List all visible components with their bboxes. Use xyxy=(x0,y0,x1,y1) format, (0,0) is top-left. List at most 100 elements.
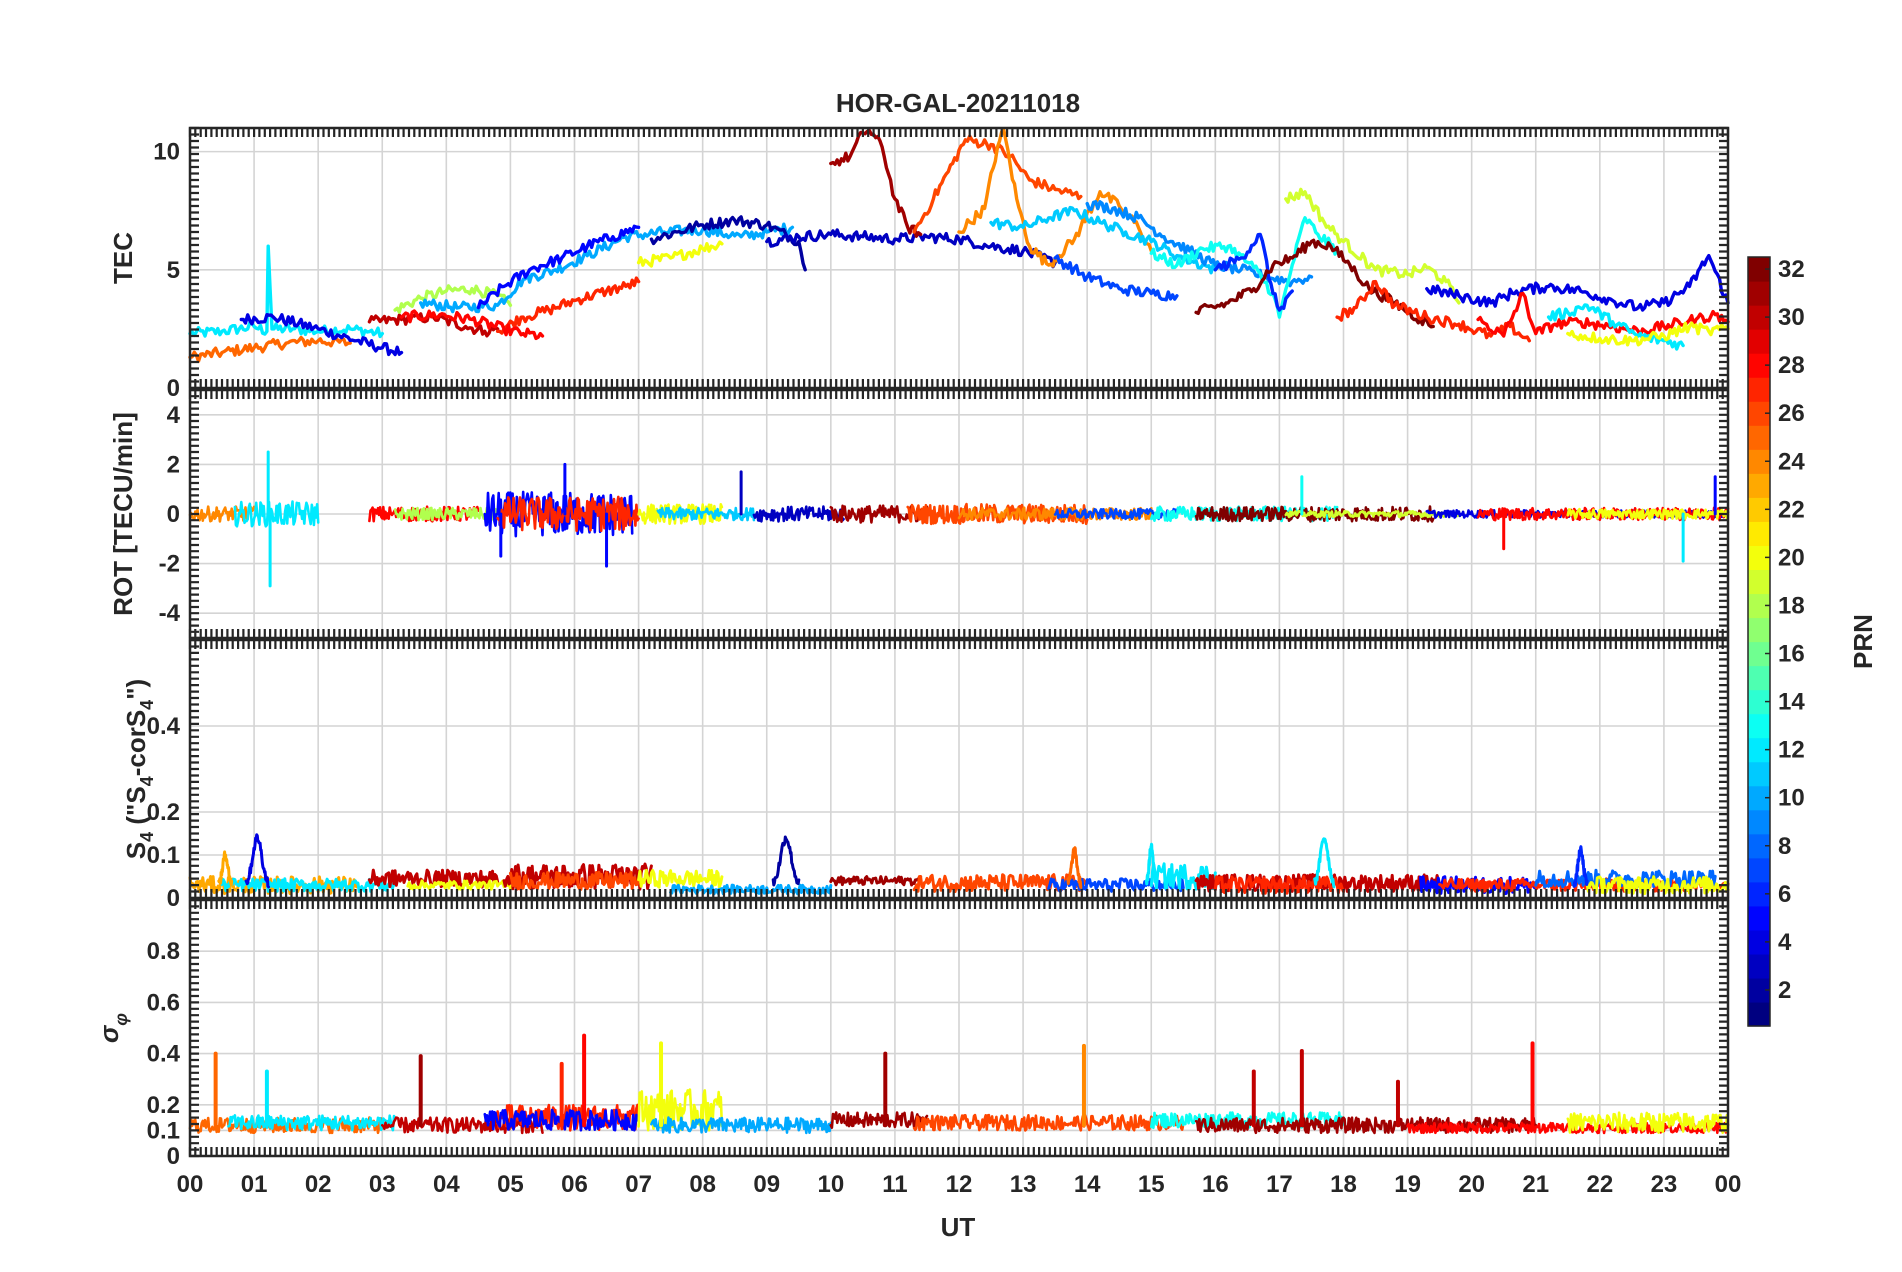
colorbar-swatch xyxy=(1748,665,1770,691)
colorbar-tick-label: 2 xyxy=(1778,977,1791,1004)
colorbar-swatch xyxy=(1748,809,1770,835)
s4-trace-prn-26 xyxy=(508,870,641,891)
rot-trace-prn-3 xyxy=(752,505,845,523)
colorbar-tick-label: 10 xyxy=(1778,785,1805,812)
series-line-prn-20 xyxy=(636,240,724,268)
s4-trace-prn-31 xyxy=(829,875,923,887)
y-label-part: φ xyxy=(111,1013,131,1026)
s4-peak-prn-23 xyxy=(217,850,234,887)
colorbar-swatch xyxy=(1748,521,1770,546)
x-tick-label: 12 xyxy=(946,1171,973,1198)
series-line-prn-2 xyxy=(649,215,807,272)
x-tick-label: 13 xyxy=(1010,1171,1037,1198)
colorbar-tick-label: 22 xyxy=(1778,496,1805,523)
series-line-prn-31 xyxy=(829,128,923,238)
x-tick-label: 08 xyxy=(689,1171,716,1198)
colorbar-swatch xyxy=(1748,305,1770,330)
colorbar-label: PRN xyxy=(1848,614,1878,669)
series-line-prn-27 xyxy=(495,276,641,335)
y-tick-label: 0.2 xyxy=(147,1092,180,1119)
sigma-trace-prn-26 xyxy=(912,1113,1185,1132)
s4-peak-prn-2 xyxy=(771,835,801,887)
x-tick-label: 00 xyxy=(177,1171,204,1198)
y-label-part: 4 xyxy=(137,776,157,786)
colorbar-tick-label: 24 xyxy=(1778,448,1805,475)
colorbar-tick-label: 14 xyxy=(1778,689,1805,716)
series-line-prn-3 xyxy=(765,228,1057,269)
colorbar-frame xyxy=(1747,256,1771,1027)
s4-peak-prn-12 xyxy=(1313,837,1336,889)
y-tick-label: 0.6 xyxy=(147,989,180,1016)
y-axis-label-tec: TEC xyxy=(108,232,138,284)
colorbar-swatch xyxy=(1748,473,1770,498)
x-tick-label: 21 xyxy=(1522,1171,1549,1198)
grid-s4 xyxy=(189,640,1729,899)
colorbar-swatch xyxy=(1748,401,1770,426)
y-tick-label: 0.1 xyxy=(147,1117,180,1144)
colorbar-tick-label: 8 xyxy=(1778,833,1791,860)
x-tick-label: 05 xyxy=(497,1171,524,1198)
colorbar-swatch xyxy=(1748,449,1770,474)
y-tick-label: 10 xyxy=(153,139,180,166)
series-line-prn-9 xyxy=(1085,200,1314,288)
series-line-prn-4 xyxy=(239,313,404,357)
y-label-part: σ xyxy=(94,1024,124,1043)
x-tick-label: 00 xyxy=(1715,1171,1742,1198)
x-tick-label: 03 xyxy=(369,1171,396,1198)
series-sigma xyxy=(188,1033,1730,1135)
rot-trace-prn-12 xyxy=(233,500,320,528)
y-tick-label: 0 xyxy=(167,375,180,402)
y-tick-label: 5 xyxy=(167,257,180,284)
colorbar-tick-label: 28 xyxy=(1778,352,1805,379)
x-axis: 00 01 02 03 04 05 06 07 08 09 10 11 12 13 14 15 16 17 18 19… xyxy=(177,1171,1742,1198)
colorbar-swatch xyxy=(1748,425,1770,450)
y-tick-label: 0.1 xyxy=(147,842,180,869)
x-tick-label: 14 xyxy=(1074,1171,1101,1198)
colorbar-swatch xyxy=(1748,353,1770,378)
sigma-trace-prn-12 xyxy=(227,1114,397,1132)
colorbar-swatch xyxy=(1748,377,1770,402)
x-tick-label: 01 xyxy=(241,1171,268,1198)
colorbar-swatch xyxy=(1748,977,1770,1003)
chart-title: HOR-GAL-20211018 xyxy=(836,88,1080,118)
y-tick-label: 2 xyxy=(167,451,180,478)
frame-tec xyxy=(188,126,1730,390)
colorbar-swatch xyxy=(1748,905,1770,931)
x-axis-label: UT xyxy=(941,1212,976,1242)
panel-s4: 00.10.20.4S4 ("S4-corS4") xyxy=(121,638,1730,912)
y-tick-label: 4 xyxy=(167,402,181,429)
sigma-trace-prn-10 xyxy=(650,1116,833,1135)
x-tick-label: 18 xyxy=(1330,1171,1357,1198)
y-tick-label: 0.2 xyxy=(147,799,180,826)
colorbar-swatch xyxy=(1748,785,1770,811)
series-line-prn-4 xyxy=(1425,253,1730,312)
s4-trace-prn-7 xyxy=(1047,877,1185,893)
series-line-prn-12 xyxy=(1546,303,1685,351)
rot-trace-prn-18 xyxy=(393,506,499,522)
s4-peak-prn-6 xyxy=(1572,845,1589,888)
colorbar-swatch xyxy=(1748,257,1770,282)
colorbar-swatch xyxy=(1748,857,1770,883)
rot-trace-prn-11 xyxy=(656,506,756,522)
series-line-prn-5 xyxy=(476,224,641,310)
colorbar-swatch xyxy=(1748,497,1770,522)
colorbar-tick-label: 4 xyxy=(1778,929,1792,956)
colorbar-swatch xyxy=(1748,953,1770,979)
y-label-part: -corS xyxy=(121,710,151,776)
series-line-prn-20 xyxy=(1566,321,1730,347)
colorbar-swatch xyxy=(1748,281,1770,306)
series-line-prn-25 xyxy=(188,335,352,363)
s4-trace-prn-20 xyxy=(406,879,512,891)
sigma-trace-prn-31 xyxy=(829,1111,929,1129)
colorbar-tick-label: 12 xyxy=(1778,737,1805,764)
s4-trace-prn-8 xyxy=(1534,868,1717,889)
y-tick-label: -4 xyxy=(159,600,181,627)
x-tick-label: 16 xyxy=(1202,1171,1229,1198)
rot-trace-prn-27 xyxy=(496,495,640,533)
s4-trace-prn-27 xyxy=(1213,875,1345,895)
colorbar-swatch xyxy=(1748,329,1770,354)
x-tick-label: 09 xyxy=(753,1171,780,1198)
y-tick-label: -2 xyxy=(159,551,180,578)
